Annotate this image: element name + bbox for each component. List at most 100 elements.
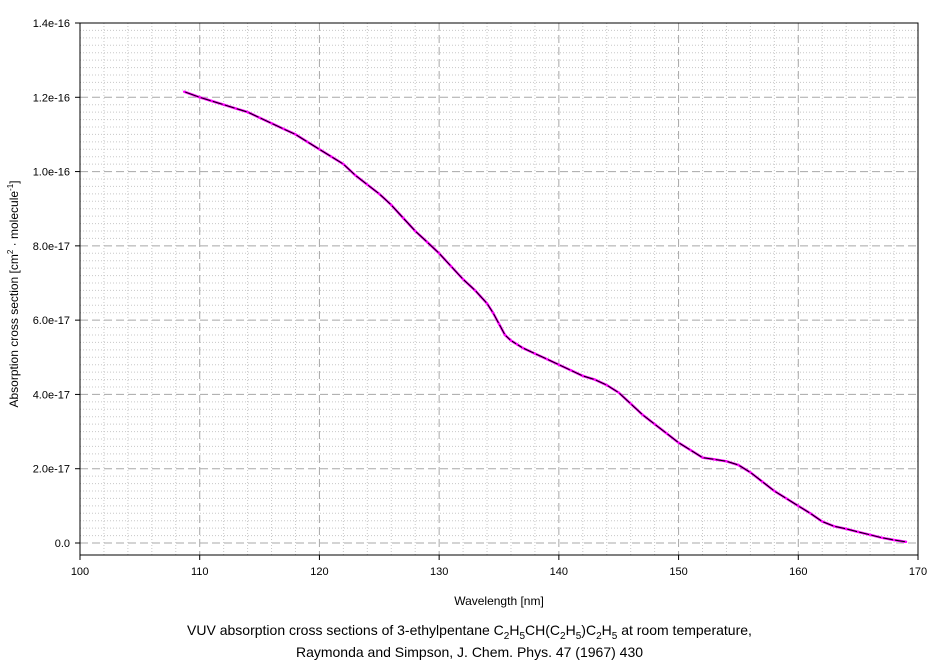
series-line [184, 91, 907, 543]
y-tick-label: 4.0e-17 [33, 389, 70, 401]
data-point [641, 413, 644, 417]
caption-sub: 2 [596, 630, 602, 642]
y-tick-label: 2.0e-17 [33, 464, 70, 476]
caption-sub: 5 [575, 630, 582, 642]
data-point [629, 402, 632, 405]
plot-frame [79, 22, 919, 556]
data-point [210, 99, 213, 103]
data-point [593, 378, 596, 381]
data-point [785, 497, 788, 500]
x-tick-label: 100 [71, 566, 89, 578]
data-point [425, 240, 429, 244]
caption-formula-part: CH(C [525, 622, 561, 638]
data-point [617, 391, 620, 394]
y-axis-label-mid: · molecule [7, 191, 21, 250]
data-point [378, 192, 381, 196]
data-point [366, 183, 369, 186]
data-point [844, 527, 848, 531]
y-tick-label: 8.0e-17 [33, 241, 70, 253]
data-point [605, 383, 608, 387]
data-point [701, 456, 704, 459]
caption-line-1: VUV absorption cross sections of 3-ethyl… [0, 622, 939, 642]
data-point [282, 127, 285, 131]
data-point [306, 140, 309, 144]
data-point [856, 530, 860, 534]
data-point [725, 460, 728, 463]
caption-formula-part: )C [581, 622, 597, 638]
data-point [521, 346, 525, 350]
data-point [689, 448, 692, 452]
data-point [449, 265, 453, 268]
data-point [222, 103, 225, 106]
data-point [503, 333, 507, 337]
y-tick-label: 1.4e-16 [33, 18, 70, 30]
data-point [797, 504, 800, 508]
data-point [342, 162, 345, 166]
data-point [294, 133, 297, 136]
data-point [246, 110, 249, 114]
data-point [330, 155, 333, 158]
data-point [473, 289, 477, 292]
data-point [761, 480, 764, 483]
y-tick-label: 6.0e-17 [33, 315, 70, 327]
data-point [461, 278, 465, 281]
data-point [773, 489, 776, 493]
minor-grid [80, 23, 918, 555]
x-tick-label: 120 [310, 566, 328, 578]
caption-line-2: Raymonda and Simpson, J. Chem. Phys. 47 … [295, 644, 644, 660]
data-point [880, 536, 884, 539]
data-point [665, 432, 668, 435]
data-point [713, 458, 716, 461]
caption-sub: 5 [519, 630, 526, 642]
x-tick-label: 140 [550, 566, 568, 578]
data-point [581, 374, 584, 378]
x-tick-label: 160 [789, 566, 807, 578]
data-point [892, 538, 896, 542]
data-point [234, 107, 237, 110]
y-axis-ticks: 0.0 2.0e-17 4.0e-17 6.0e-17 8.0e-17 1.0e-16 1.… [33, 18, 80, 550]
y-axis-label-end: ] [7, 180, 21, 183]
data-point [749, 471, 752, 474]
data-point [569, 369, 573, 372]
data-point [904, 540, 908, 544]
y-axis-label-main: Absorption cross section [cm [7, 254, 21, 407]
caption-sub: 2 [560, 630, 566, 642]
data-point [437, 252, 441, 255]
data-point [653, 422, 656, 426]
caption-suffix: at room temperature, [617, 622, 752, 638]
major-grid [79, 22, 919, 555]
caption-prefix: VUV absorption cross sections of 3-ethyl… [187, 622, 504, 638]
caption-sub: 5 [611, 630, 618, 642]
data-point [270, 122, 273, 125]
caption-formula-part: H [601, 622, 612, 638]
data-point [497, 322, 501, 326]
x-axis-label: Wavelength [nm] [454, 594, 544, 608]
y-tick-label: 1.0e-16 [33, 167, 70, 179]
data-point [737, 463, 740, 467]
x-axis-ticks: 100 110 120 130 140 150 160 170 [71, 555, 927, 578]
series-layer [182, 90, 908, 544]
data-point [318, 148, 321, 151]
data-point [833, 525, 836, 528]
data-point [354, 174, 357, 177]
data-point [809, 512, 812, 515]
data-point [557, 363, 561, 366]
y-axis-label-sup2: -1 [6, 183, 15, 191]
data-point [821, 520, 824, 523]
data-point [515, 343, 519, 346]
data-point [509, 339, 513, 342]
data-point [491, 311, 495, 314]
x-tick-label: 170 [909, 566, 927, 578]
chart: 100 110 120 130 140 150 160 170 0.0 2.0e-17 4.0e-… [6, 18, 927, 608]
y-tick-label: 0.0 [55, 538, 70, 550]
data-point [677, 441, 680, 444]
data-point [390, 203, 393, 207]
x-tick-label: 150 [669, 566, 687, 578]
data-point [868, 533, 872, 537]
data-point [402, 216, 405, 220]
data-point [545, 357, 549, 361]
y-tick-label: 1.2e-16 [33, 92, 70, 104]
data-point [485, 302, 489, 305]
data-point [414, 229, 417, 233]
caption-sub: 2 [503, 630, 510, 642]
